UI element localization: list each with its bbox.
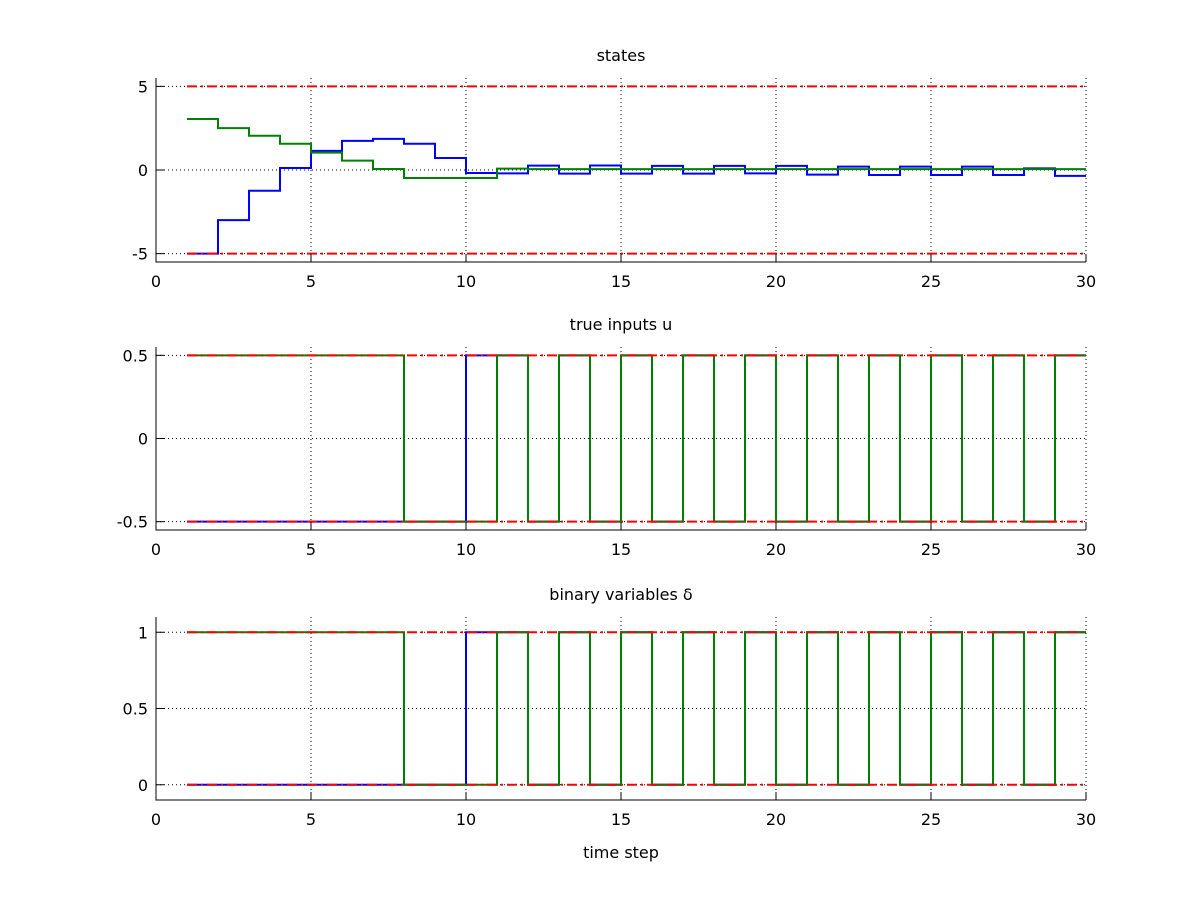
x-tick-label: 20	[766, 810, 786, 829]
y-tick-label: 1	[138, 623, 148, 642]
x-tick-label: 10	[456, 272, 476, 291]
x-axis-label: time step	[583, 843, 659, 862]
y-tick-label: 0	[138, 161, 148, 180]
y-tick-label: 5	[138, 77, 148, 96]
x-tick-label: 0	[151, 272, 161, 291]
x-tick-label: 0	[151, 540, 161, 559]
x-tick-label: 20	[766, 272, 786, 291]
x-tick-label: 30	[1076, 540, 1096, 559]
series-x1	[187, 137, 1086, 255]
x-tick-label: 25	[921, 540, 941, 559]
x-tick-label: 25	[921, 810, 941, 829]
x-tick-label: 15	[611, 272, 631, 291]
y-tick-label: -5	[132, 245, 148, 264]
y-tick-label: 0	[138, 430, 148, 449]
y-tick-label: 0	[138, 776, 148, 795]
x-tick-label: 0	[151, 810, 161, 829]
series-x2	[187, 117, 1086, 180]
x-tick-label: 5	[306, 540, 316, 559]
x-tick-label: 20	[766, 540, 786, 559]
subplot-title: true inputs u	[570, 315, 673, 334]
x-tick-label: 5	[306, 810, 316, 829]
subplot-title: binary variables δ	[549, 585, 692, 604]
x-tick-label: 10	[456, 540, 476, 559]
y-tick-label: 0.5	[123, 700, 148, 719]
x-tick-label: 10	[456, 810, 476, 829]
x-tick-label: 15	[611, 810, 631, 829]
x-tick-label: 25	[921, 272, 941, 291]
x-tick-label: 15	[611, 540, 631, 559]
x-tick-label: 5	[306, 272, 316, 291]
y-tick-label: -0.5	[117, 513, 148, 532]
x-tick-label: 30	[1076, 810, 1096, 829]
subplot-3: 0 5 10 15 20 25 30 0 0.5 1 binary variables δ time …	[123, 585, 1097, 862]
x-tick-label: 30	[1076, 272, 1096, 291]
subplot-title: states	[597, 46, 646, 65]
y-tick-label: 0.5	[123, 346, 148, 365]
